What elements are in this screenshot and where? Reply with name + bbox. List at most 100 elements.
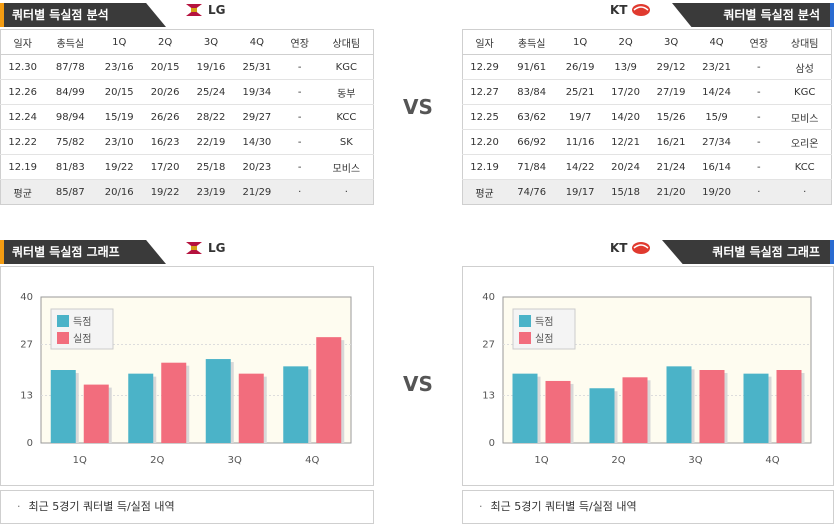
bar-score-3Q — [205, 359, 231, 443]
table-cell: 14/30 — [233, 129, 280, 155]
table-row: 12.20 66/92 11/16 12/21 16/21 27/34- 오리온 — [462, 129, 832, 155]
table-cell: - — [739, 129, 779, 155]
table-cell: 12.24 — [0, 104, 45, 130]
average-cell: · — [778, 179, 832, 205]
column-header: 3Q — [648, 29, 694, 55]
column-header: 총득실 — [506, 29, 558, 55]
table-cell: 23/21 — [693, 54, 740, 80]
table-row: 12.22 75/82 23/10 16/23 22/19 14/30- SK — [0, 129, 374, 155]
table-cell: 23/16 — [96, 54, 143, 80]
left-score-table: 일자 총득실 1Q 2Q 3Q 4Q 연장 상대팀 12.30 87/78 23/16 20/15 19… — [0, 29, 374, 205]
table-cell: 25/31 — [233, 54, 280, 80]
average-cell: 19/22 — [142, 179, 189, 205]
column-header: 3Q — [188, 29, 234, 55]
table-cell: KGC — [778, 79, 832, 105]
table-cell: 15/19 — [96, 104, 143, 130]
table-cell: 동부 — [319, 79, 374, 105]
table-cell: 15/26 — [648, 104, 694, 130]
y-tick-label: 27 — [20, 339, 33, 350]
bar-allowed-3Q — [238, 373, 264, 443]
left-team-label: LG — [184, 2, 226, 18]
bullet-icon: · — [479, 500, 483, 513]
table-row: 12.19 71/84 14/22 20/24 21/24 16/14- KCC — [462, 154, 832, 180]
table-cell: 19/22 — [96, 154, 143, 180]
table-cell: 22/19 — [188, 129, 234, 155]
table-cell: 19/7 — [557, 104, 603, 130]
legend-swatch — [519, 315, 531, 327]
table-cell: 12.19 — [462, 154, 507, 180]
table-cell: 98/94 — [44, 104, 97, 130]
right-graph-team-label: KT — [610, 240, 651, 256]
bar-allowed-2Q — [161, 362, 187, 443]
table-cell: 63/62 — [506, 104, 558, 130]
legend-swatch — [519, 332, 531, 344]
table-cell: 14/24 — [693, 79, 740, 105]
y-tick-label: 0 — [27, 438, 33, 449]
x-tick-label: 4Q — [305, 455, 319, 466]
kt-sonicboom-logo-icon — [632, 4, 651, 16]
table-cell: 12.27 — [462, 79, 507, 105]
table-cell: 23/10 — [96, 129, 143, 155]
right-table-panel: KT 쿼터별 득실점 분석 일자 총득실 1Q 2Q 3Q 4Q 연장 상대팀 12.29 91/… — [460, 0, 834, 212]
column-header: 연장 — [279, 29, 320, 55]
y-tick-label: 40 — [20, 292, 33, 303]
right-footer-text: 최근 5경기 쿼터별 득/실점 내역 — [490, 500, 637, 513]
x-tick-label: 2Q — [150, 455, 164, 466]
table-cell: 12.30 — [0, 54, 45, 80]
average-cell: 평균 — [0, 179, 45, 205]
table-cell: - — [279, 129, 320, 155]
table-cell: 12/21 — [602, 129, 649, 155]
table-cell: 19/16 — [188, 54, 234, 80]
average-row: 평균 85/87 20/16 19/22 23/19 21/29 · · — [0, 179, 374, 205]
table-cell: 12.26 — [0, 79, 45, 105]
bar-score-2Q — [589, 388, 615, 443]
average-cell: 85/87 — [44, 179, 97, 205]
table-cell: 15/9 — [693, 104, 740, 130]
left-chart-box: 0 13 27 40 1Q 2Q 3Q 4Q 득점 실점 — [0, 266, 374, 486]
table-cell: 20/15 — [142, 54, 189, 80]
table-cell: 11/16 — [557, 129, 603, 155]
vs-label-bottom: VS — [403, 372, 433, 396]
right-graph-team-name: KT — [610, 241, 628, 255]
table-cell: 27/19 — [648, 79, 694, 105]
table-cell: - — [279, 79, 320, 105]
table-cell: 17/20 — [602, 79, 649, 105]
right-chart-box: 0 13 27 40 1Q 2Q 3Q 4Q 득점 실점 — [462, 266, 834, 486]
table-cell: 27/34 — [693, 129, 740, 155]
left-table-panel: 쿼터별 득실점 분석 LG 일자 총득실 1Q 2Q 3Q 4Q 연장 상대팀 12.30 87/… — [0, 0, 376, 212]
legend-label: 실점 — [73, 333, 91, 345]
legend-swatch — [57, 315, 69, 327]
table-cell: 12.22 — [0, 129, 45, 155]
column-header: 1Q — [96, 29, 143, 55]
table-cell: 26/26 — [142, 104, 189, 130]
average-cell: 21/20 — [648, 179, 694, 205]
right-score-table: 일자 총득실 1Q 2Q 3Q 4Q 연장 상대팀 12.29 91/61 26/19 13/9 29/… — [462, 29, 832, 205]
x-tick-label: 1Q — [534, 455, 548, 466]
average-cell: 19/17 — [557, 179, 603, 205]
table-cell: 25/24 — [188, 79, 234, 105]
average-cell: 23/19 — [188, 179, 234, 205]
average-cell: 19/20 — [693, 179, 740, 205]
table-cell: - — [739, 79, 779, 105]
column-header: 일자 — [0, 29, 45, 55]
column-header: 상대팀 — [778, 29, 832, 55]
y-tick-label: 0 — [489, 438, 495, 449]
left-table-title: 쿼터별 득실점 분석 — [0, 3, 166, 27]
table-cell: 71/84 — [506, 154, 558, 180]
bar-score-3Q — [666, 366, 692, 443]
x-tick-label: 3Q — [688, 455, 702, 466]
table-row: 12.26 84/99 20/15 20/26 25/24 19/34- 동부 — [0, 79, 374, 105]
table-cell: - — [739, 154, 779, 180]
left-graph-team-name: LG — [208, 241, 226, 255]
table-cell: - — [279, 54, 320, 80]
left-graph-title: 쿼터별 득실점 그래프 — [0, 240, 166, 264]
right-footer-note: · 최근 5경기 쿼터별 득/실점 내역 — [462, 490, 834, 524]
vs-label-top: VS — [403, 95, 433, 119]
table-cell: 오리온 — [778, 129, 832, 155]
x-tick-label: 2Q — [611, 455, 625, 466]
y-tick-label: 13 — [482, 391, 495, 402]
table-cell: 19/34 — [233, 79, 280, 105]
column-header: 4Q — [233, 29, 280, 55]
table-cell: 20/23 — [233, 154, 280, 180]
bar-allowed-2Q — [622, 377, 648, 443]
